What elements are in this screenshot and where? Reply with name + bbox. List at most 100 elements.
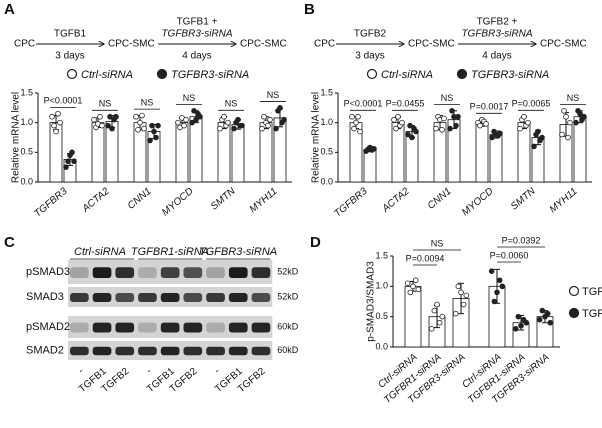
data-point bbox=[351, 125, 357, 132]
blot-band bbox=[183, 293, 203, 302]
significance-label: P<0.0001 bbox=[344, 99, 383, 109]
data-point bbox=[71, 158, 77, 165]
x-tick-label: CNN1 bbox=[126, 186, 154, 212]
x-tick-label: TGFBR3 bbox=[32, 186, 70, 220]
data-point bbox=[49, 113, 55, 120]
blot-row-label: SMAD3 bbox=[26, 291, 64, 303]
blot-band bbox=[160, 322, 180, 333]
data-point bbox=[441, 115, 447, 122]
blot-band bbox=[138, 293, 157, 302]
data-point bbox=[517, 125, 523, 132]
data-point bbox=[259, 125, 265, 132]
data-point bbox=[577, 110, 583, 117]
data-point bbox=[455, 113, 461, 120]
data-point bbox=[515, 313, 522, 320]
legend-marker bbox=[568, 285, 580, 297]
data-point bbox=[525, 119, 531, 126]
data-point bbox=[265, 122, 271, 129]
data-point bbox=[561, 108, 567, 114]
data-point bbox=[97, 113, 103, 120]
data-point bbox=[357, 128, 363, 135]
data-point bbox=[57, 119, 63, 126]
significance-label: P<0.0001 bbox=[44, 96, 83, 106]
x-tick-label: SMTN bbox=[209, 185, 238, 212]
legend-marker bbox=[156, 68, 168, 80]
blot-band bbox=[160, 267, 180, 278]
blot-size-label: 52kD bbox=[277, 291, 299, 301]
data-point bbox=[135, 126, 141, 133]
data-point bbox=[447, 125, 453, 132]
significance-label: P=0.0065 bbox=[512, 99, 551, 109]
legend-label: TGFBR3-siRNA bbox=[171, 69, 249, 81]
stage-label: CPC-SMC bbox=[408, 39, 455, 50]
data-point bbox=[105, 122, 111, 129]
significance-label: NS bbox=[141, 98, 154, 108]
significance-label: NS bbox=[225, 99, 238, 109]
data-point bbox=[261, 113, 267, 120]
bar bbox=[391, 122, 405, 183]
data-point bbox=[428, 325, 435, 332]
blot-band bbox=[206, 322, 225, 333]
bar bbox=[175, 122, 189, 183]
x-tick-label: ACTA2 bbox=[80, 186, 112, 216]
data-point bbox=[53, 128, 59, 135]
bar bbox=[489, 134, 503, 183]
bar bbox=[475, 122, 489, 183]
data-point bbox=[221, 113, 227, 120]
panel-label: B bbox=[304, 1, 315, 18]
y-axis-label: Relative mRNA level bbox=[11, 92, 22, 183]
treatment-label: TGFBR3-siRNA bbox=[461, 29, 532, 40]
data-point bbox=[399, 119, 405, 126]
data-point bbox=[391, 116, 397, 123]
blot-band bbox=[206, 293, 225, 302]
data-point bbox=[149, 122, 155, 129]
bar bbox=[404, 285, 422, 348]
duration-label: 3 days bbox=[355, 51, 384, 62]
data-point bbox=[434, 301, 440, 308]
data-point bbox=[109, 125, 115, 132]
y-tick-label: 1.0 bbox=[320, 117, 333, 127]
data-point bbox=[559, 131, 565, 138]
data-point bbox=[477, 122, 483, 129]
significance-label: P=0.0392 bbox=[502, 235, 541, 245]
data-point bbox=[433, 125, 439, 132]
data-point bbox=[488, 268, 495, 274]
data-point bbox=[518, 322, 524, 329]
duration-label: 4 days bbox=[482, 51, 511, 62]
data-point bbox=[512, 325, 519, 332]
data-point bbox=[536, 316, 543, 323]
significance-label: P=0.0060 bbox=[490, 250, 529, 260]
blot-size-label: 60kD bbox=[277, 345, 299, 355]
data-point bbox=[497, 130, 503, 137]
data-point bbox=[452, 310, 459, 317]
data-point bbox=[239, 122, 245, 129]
panel-label: C bbox=[4, 234, 15, 251]
blot-band bbox=[228, 267, 248, 278]
data-point bbox=[439, 126, 445, 133]
legend-label: Ctrl-siRNA bbox=[81, 69, 133, 81]
x-tick-label: SMTN bbox=[509, 185, 538, 212]
treatment-label: TGFBR3-siRNA bbox=[161, 29, 232, 40]
data-point bbox=[371, 145, 377, 152]
lane-label: - bbox=[76, 366, 86, 377]
x-tick-label: MYOCD bbox=[460, 186, 496, 218]
data-point bbox=[235, 116, 241, 123]
blot-band bbox=[115, 346, 135, 356]
data-point bbox=[153, 134, 159, 141]
legend-label: TGFB2 bbox=[582, 308, 602, 320]
data-point bbox=[544, 310, 551, 317]
y-tick-label: 0.5 bbox=[375, 311, 388, 321]
data-point bbox=[55, 110, 61, 117]
data-point bbox=[217, 125, 223, 132]
data-point bbox=[107, 113, 113, 120]
treatment-label: TGFB2 bbox=[354, 29, 387, 40]
blot-band bbox=[115, 267, 135, 278]
data-point bbox=[439, 313, 446, 320]
data-point bbox=[535, 128, 541, 135]
data-point bbox=[281, 116, 287, 123]
bar bbox=[231, 124, 245, 183]
data-point bbox=[547, 319, 554, 326]
data-point bbox=[410, 283, 416, 290]
y-tick-label: 0.5 bbox=[20, 147, 33, 157]
